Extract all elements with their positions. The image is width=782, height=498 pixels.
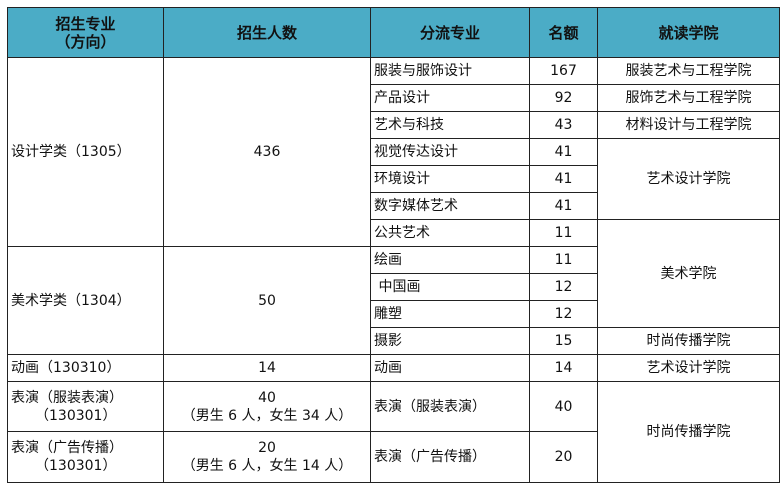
enrollment-table: 招生专业 （方向） 招生人数 分流专业 名额 就读学院 设计学类（1305） 43… (7, 7, 780, 483)
split-major: 绘画 (370, 246, 530, 274)
group-count: 436 (163, 57, 371, 247)
table-row: 设计学类（1305） 436 服装与服饰设计 167 服装艺术与工程学院 (7, 57, 780, 247)
group-count: 20 （男生 6 人，女生 14 人） (163, 431, 371, 483)
table-row: 摄影 15 时尚传播学院 (8, 327, 780, 355)
table-row: 产品设计 92 服饰艺术与工程学院 (8, 84, 780, 112)
table-row: 数字媒体艺术 41 (8, 192, 780, 220)
quota: 41 (529, 192, 598, 220)
split-major: 艺术与科技 (370, 111, 530, 139)
split-major: 公共艺术 (370, 219, 530, 247)
split-major: 环境设计 (370, 165, 530, 193)
header-row: 招生专业 （方向） 招生人数 分流专业 名额 就读学院 (7, 7, 780, 58)
group-count: 40 （男生 6 人，女生 34 人） (163, 381, 371, 432)
group-name: 设计学类（1305） (7, 57, 164, 247)
quota: 40 (529, 381, 598, 432)
split-major: 中国画 (370, 273, 530, 301)
table-row: 雕塑 12 (8, 300, 780, 328)
college: 服装艺术与工程学院 (597, 57, 780, 85)
college: 服饰艺术与工程学院 (597, 84, 780, 112)
split-major: 表演（服装表演） (370, 381, 530, 432)
header-split: 分流专业 (370, 7, 530, 58)
college: 美术学院 (597, 219, 780, 328)
quota: 167 (529, 57, 598, 85)
split-major: 动画 (370, 354, 530, 382)
quota: 43 (529, 111, 598, 139)
quota: 12 (529, 300, 598, 328)
quota: 12 (529, 273, 598, 301)
split-major: 数字媒体艺术 (370, 192, 530, 220)
header-major: 招生专业 （方向） (7, 7, 164, 58)
college: 时尚传播学院 (597, 327, 780, 355)
group-name: 表演（服装表演） （130301） (7, 381, 164, 432)
college: 艺术设计学院 (597, 354, 780, 382)
quota: 11 (529, 219, 598, 247)
split-major: 摄影 (370, 327, 530, 355)
split-major: 表演（广告传播） (370, 431, 530, 483)
header-enroll: 招生人数 (163, 7, 371, 58)
split-major: 雕塑 (370, 300, 530, 328)
table-row: 艺术与科技 43 材料设计与工程学院 (8, 111, 780, 139)
quota: 14 (529, 354, 598, 382)
college: 时尚传播学院 (597, 381, 780, 483)
quota: 11 (529, 246, 598, 274)
quota: 20 (529, 431, 598, 483)
table-row: 表演（广告传播） （130301） 20 （男生 6 人，女生 14 人） 表演（广… (7, 431, 780, 483)
table-row: 中国画 12 (8, 273, 780, 301)
header-quota: 名额 (529, 7, 598, 58)
group-name: 表演（广告传播） （130301） (7, 431, 164, 483)
quota: 92 (529, 84, 598, 112)
quota: 41 (529, 138, 598, 166)
group-name: 美术学类（1304） (7, 246, 164, 355)
split-major: 产品设计 (370, 84, 530, 112)
quota: 15 (529, 327, 598, 355)
table-row: 美术学类（1304） 50 绘画 11 (7, 246, 780, 355)
group-count: 50 (163, 246, 371, 355)
split-major: 服装与服饰设计 (370, 57, 530, 85)
table-row: 视觉传达设计 41 艺术设计学院 (8, 138, 780, 220)
header-college: 就读学院 (597, 7, 780, 58)
quota: 41 (529, 165, 598, 193)
table-row: 表演（服装表演） （130301） 40 （男生 6 人，女生 34 人） 表演（服… (7, 381, 780, 483)
group-count: 14 (163, 354, 371, 382)
table-row: 动画（130310） 14 动画 14 艺术设计学院 (7, 354, 780, 382)
table-row: 环境设计 41 (8, 165, 780, 193)
group-name: 动画（130310） (7, 354, 164, 382)
table-row: 公共艺术 11 美术学院 (8, 219, 780, 328)
college: 艺术设计学院 (597, 138, 780, 220)
split-major: 视觉传达设计 (370, 138, 530, 166)
college: 材料设计与工程学院 (597, 111, 780, 139)
